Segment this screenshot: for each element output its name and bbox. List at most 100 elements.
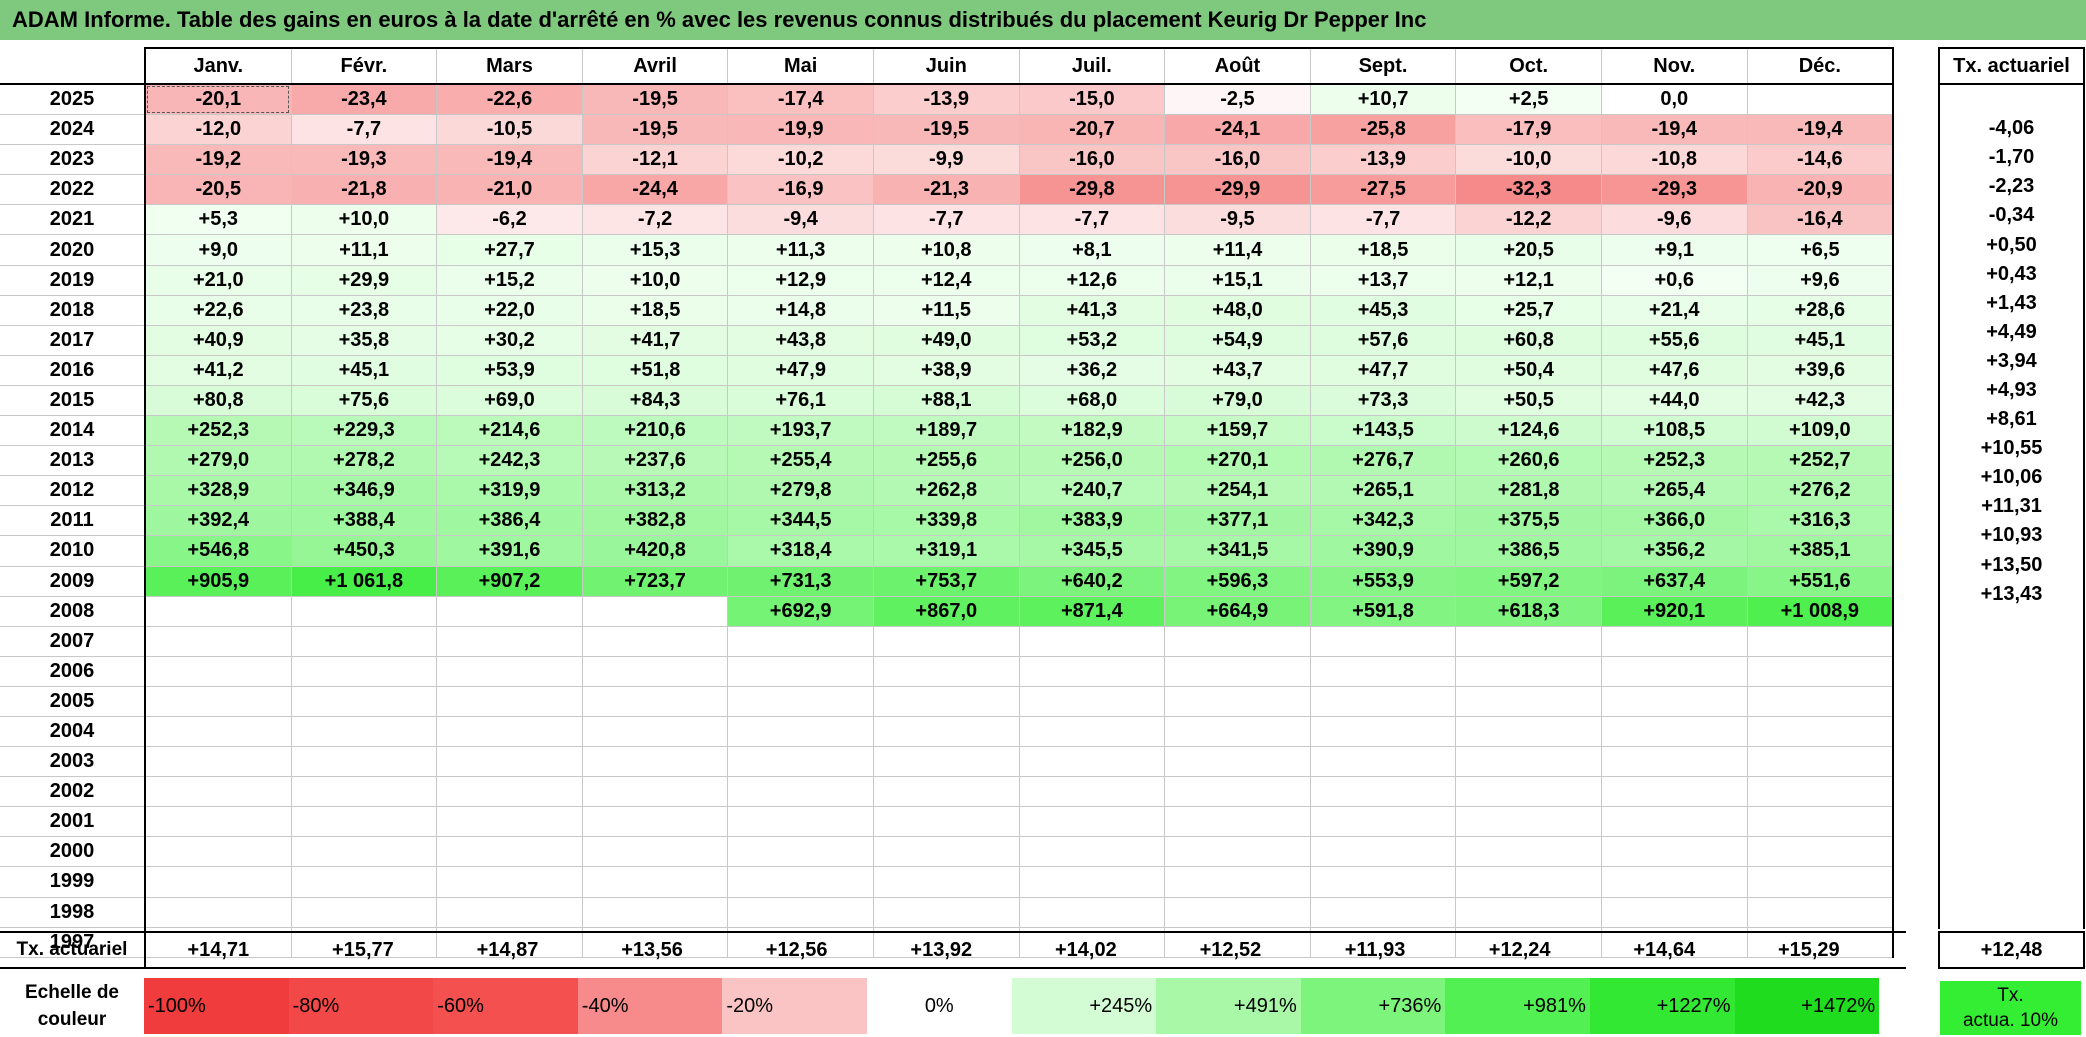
- gain-cell: +420,8: [582, 535, 729, 567]
- table-row: 2010 +546,8 +450,3 +391,6 +420,8 +318,4 +319,1…: [0, 535, 1895, 567]
- gain-cell: +9,6: [1747, 265, 1895, 296]
- gain-cell: [873, 836, 1020, 868]
- legend-swatch: +981%: [1445, 978, 1590, 1034]
- gain-cell: +27,7: [436, 234, 583, 266]
- gain-cell: [1747, 776, 1895, 808]
- gain-cell: -12,0: [145, 114, 292, 146]
- gain-cell: -29,3: [1601, 174, 1748, 206]
- gain-cell: [145, 866, 292, 898]
- gain-cell: -10,2: [727, 144, 874, 176]
- year-label: 2015: [0, 385, 146, 417]
- gain-cell: +2,5: [1455, 84, 1602, 116]
- month-header: Juil.: [1019, 47, 1166, 85]
- gain-cell: +313,2: [582, 475, 729, 507]
- gain-cell: -19,5: [582, 114, 729, 146]
- gain-cell: -21,3: [873, 174, 1020, 206]
- gain-cell: [1455, 626, 1602, 657]
- month-header: Avril: [582, 47, 729, 85]
- table-row: 2025 -20,1 -23,4 -22,6 -19,5 -17,4 -13,9 -15,0-…: [0, 84, 1895, 116]
- gain-cell: +252,3: [145, 415, 292, 447]
- actuarial-cell: +4,93: [1938, 375, 2085, 406]
- gain-cell: +57,6: [1310, 325, 1457, 356]
- gain-cell: [1019, 866, 1166, 898]
- gain-cell: [436, 836, 583, 868]
- gain-cell: +45,1: [1747, 325, 1895, 356]
- gain-cell: +276,7: [1310, 445, 1457, 477]
- gain-cell: [1310, 716, 1457, 748]
- gain-cell: +9,1: [1601, 234, 1748, 266]
- gain-cell: +637,4: [1601, 566, 1748, 597]
- summary-rate-cell: +12,56: [765, 939, 828, 961]
- gain-cell: +109,0: [1747, 415, 1895, 447]
- gain-cell: +60,8: [1455, 325, 1602, 356]
- gain-cell: +45,3: [1310, 295, 1457, 326]
- actuarial-cell: +13,43: [1938, 579, 2085, 609]
- gain-cell: [1310, 626, 1457, 657]
- gain-cell: +265,4: [1601, 475, 1748, 507]
- gain-cell: -7,7: [1310, 204, 1457, 236]
- legend-swatch: -20%: [722, 978, 867, 1034]
- gain-cell: -25,8: [1310, 114, 1457, 146]
- gain-cell: [1601, 776, 1748, 808]
- actuarial-cell: +10,55: [1938, 434, 2085, 464]
- gain-cell: [1601, 686, 1748, 717]
- table-row: 2019 +21,0 +29,9 +15,2 +10,0 +12,9 +12,4 +12,6 +…: [0, 265, 1895, 296]
- gain-cell: -15,0: [1019, 84, 1166, 116]
- gain-cell: +255,6: [873, 445, 1020, 477]
- gain-cell: [1601, 656, 1748, 687]
- gain-cell: +41,7: [582, 325, 729, 356]
- summary-rate-cell: +13,92: [910, 939, 973, 961]
- year-label: 2019: [0, 265, 146, 296]
- gain-cell: +753,7: [873, 566, 1020, 597]
- gain-cell: [291, 746, 438, 778]
- year-label: 2002: [0, 776, 146, 808]
- actuarial-header: Tx. actuariel: [1938, 47, 2085, 85]
- gain-cell: [436, 866, 583, 898]
- gain-cell: [1310, 686, 1457, 717]
- month-header: Août: [1164, 47, 1311, 85]
- table-row: 1999: [0, 866, 1895, 898]
- gain-cell: [727, 686, 874, 717]
- gain-cell: -9,5: [1164, 204, 1311, 236]
- gain-cell: [582, 776, 729, 808]
- gain-cell: +229,3: [291, 415, 438, 447]
- gain-cell: +240,7: [1019, 475, 1166, 507]
- gain-cell: +318,4: [727, 535, 874, 567]
- gain-cell: [436, 686, 583, 717]
- year-label: 2008: [0, 596, 146, 627]
- gain-cell: +47,6: [1601, 355, 1748, 386]
- gain-cell: +10,0: [291, 204, 438, 236]
- gain-cell: +339,8: [873, 505, 1020, 537]
- table-row: 2016 +41,2 +45,1 +53,9 +51,8 +47,9 +38,9 +36,2 +…: [0, 355, 1895, 386]
- gain-cell: -24,1: [1164, 114, 1311, 146]
- legend-label: Echelle de couleur: [0, 978, 144, 1034]
- legend-swatch: +736%: [1300, 978, 1446, 1034]
- gain-cell: -16,0: [1019, 144, 1166, 176]
- year-label: 2006: [0, 656, 146, 687]
- legend-swatch: -60%: [433, 978, 578, 1034]
- gain-cell: [582, 716, 729, 748]
- gain-cell: [1601, 897, 1748, 928]
- gain-cell: -19,5: [873, 114, 1020, 146]
- gain-cell: +20,5: [1455, 234, 1602, 266]
- gain-cell: +193,7: [727, 415, 874, 447]
- gain-cell: [873, 897, 1020, 928]
- gain-cell: +242,3: [436, 445, 583, 477]
- legend-actuarial-swatch: Tx. actua. 10%: [1940, 981, 2081, 1035]
- gain-cell: [873, 776, 1020, 808]
- gain-cell: +43,8: [727, 325, 874, 356]
- gain-cell: +49,0: [873, 325, 1020, 356]
- gain-cell: [1455, 656, 1602, 687]
- gain-cell: +15,3: [582, 234, 729, 266]
- gain-cell: +345,5: [1019, 535, 1166, 567]
- gain-cell: [1019, 716, 1166, 748]
- gain-cell: -19,4: [436, 144, 583, 176]
- gain-cell: [291, 836, 438, 868]
- table-row: 2015 +80,8 +75,6 +69,0 +84,3 +76,1 +88,1 +68,0 +…: [0, 385, 1895, 417]
- gain-cell: -22,6: [436, 84, 583, 116]
- actuarial-cell: +4,49: [1938, 317, 2085, 347]
- actuarial-cell: [1938, 695, 2085, 726]
- summary-rate-cell: +12,52: [1199, 939, 1262, 961]
- actuarial-cell: +11,31: [1938, 492, 2085, 522]
- color-scale-legend: Echelle de couleur -100% -80% -60% -40% -20% 0%…: [0, 978, 1880, 1034]
